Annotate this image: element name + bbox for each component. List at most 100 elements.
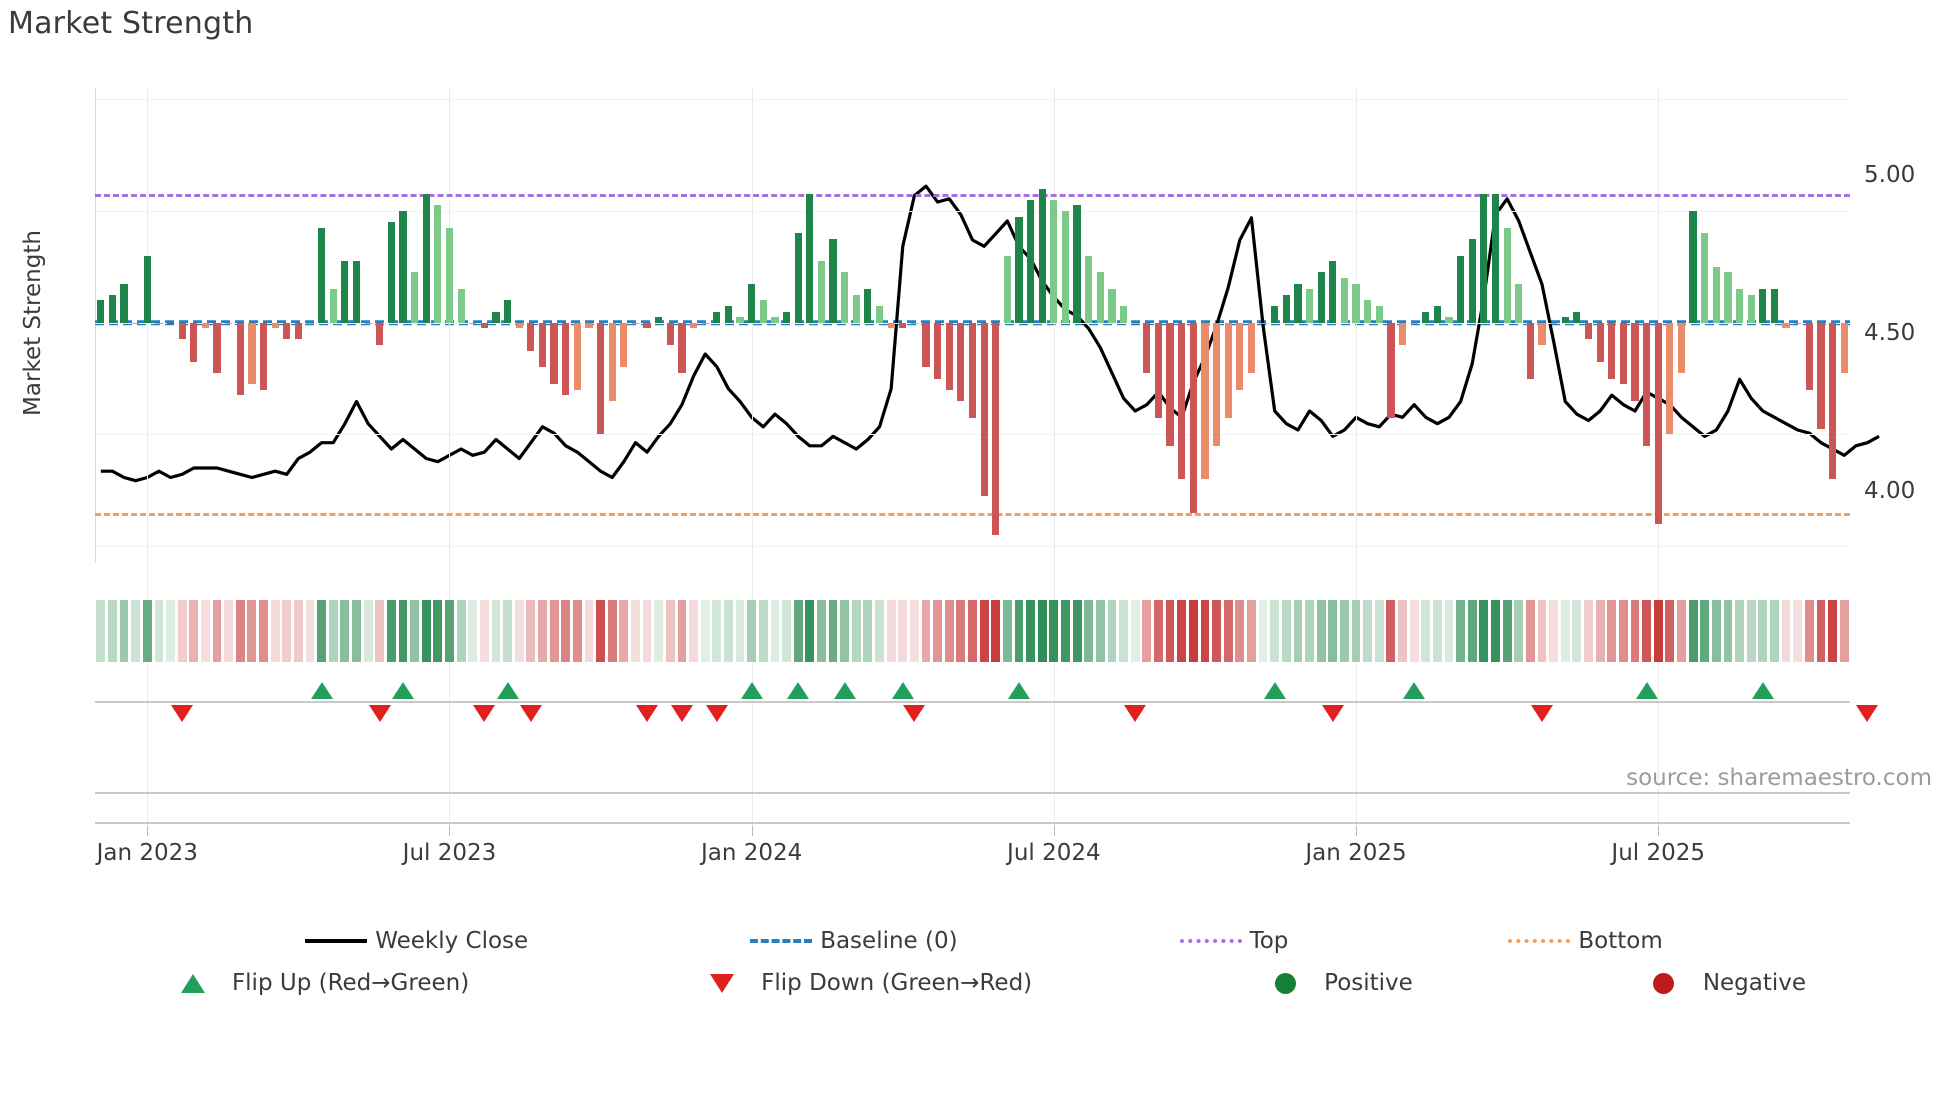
heat-strip-cell — [1665, 600, 1675, 662]
strength-bar — [515, 322, 523, 329]
heat-strip-cell — [1328, 600, 1338, 662]
strength-bar — [527, 322, 535, 351]
strength-bar — [748, 283, 756, 323]
heat-strip-cell — [166, 600, 175, 662]
strength-bar — [771, 317, 779, 323]
heat-strip-cell — [1386, 600, 1396, 662]
strength-bar — [875, 305, 884, 323]
strength-bar — [1445, 317, 1453, 323]
strength-bar — [1096, 272, 1104, 323]
strength-bar — [364, 322, 372, 325]
strength-bar — [225, 322, 233, 325]
heat-strip-cell — [805, 600, 815, 662]
legend-item[interactable]: Positive — [1246, 962, 1413, 1004]
heat-strip-cell — [561, 600, 571, 662]
heat-strip-cell — [549, 600, 559, 662]
source-note: source: sharemaestro.com — [1626, 765, 1932, 791]
heat-strip-cell — [1711, 600, 1721, 662]
heat-strip-cell — [1223, 600, 1233, 662]
strength-bar — [1294, 283, 1302, 323]
strength-bar — [864, 289, 872, 323]
heat-strip-cell — [1212, 600, 1221, 662]
strength-bar — [782, 311, 791, 323]
strength-bar — [945, 322, 953, 390]
strength-bar — [271, 322, 279, 329]
strength-bar — [422, 194, 430, 323]
x-axis-tick — [751, 826, 753, 836]
heat-strip-cell — [1491, 600, 1500, 662]
y-axis-spine — [95, 88, 96, 563]
heat-strip-cell — [631, 600, 640, 662]
gridline-horizontal — [95, 99, 1850, 101]
heat-strip-cell — [375, 600, 385, 662]
strength-bar — [655, 317, 663, 323]
spacer-panel — [95, 770, 1850, 826]
heat-strip-cell — [154, 600, 164, 662]
reference-line-bottom — [95, 512, 1850, 516]
legend-item[interactable]: Negative — [1625, 962, 1806, 1004]
secondary-y-axis-tick-label: 4.00 — [1864, 478, 1916, 505]
heat-strip-cell — [1177, 600, 1187, 662]
strength-bar — [1782, 322, 1790, 329]
legend-item[interactable]: Weekly Close — [297, 920, 528, 962]
strength-bar — [631, 322, 640, 325]
heat-strip-cell — [352, 600, 361, 662]
heat-strip-cell — [770, 600, 780, 662]
strength-bar — [1491, 194, 1500, 323]
strength-bar — [1375, 305, 1383, 323]
legend-item[interactable]: Baseline (0) — [742, 920, 958, 962]
strength-bar — [817, 261, 825, 323]
reference-line-top — [95, 194, 1850, 198]
heat-strip-cell — [1514, 600, 1524, 662]
heat-strip-cell — [1688, 600, 1698, 662]
heat-strip-cell — [1421, 600, 1431, 662]
heat-strip-cell — [96, 600, 106, 662]
legend-item-label: Flip Down (Green→Red) — [761, 970, 1033, 996]
strength-bar — [596, 322, 605, 435]
strength-bar — [1282, 294, 1290, 323]
legend-item[interactable]: Bottom — [1500, 920, 1663, 962]
heat-strip-cell — [1758, 600, 1768, 662]
strength-bar — [1317, 272, 1325, 323]
strength-bar — [445, 227, 454, 323]
gridline-horizontal — [95, 210, 1850, 212]
heat-strip-cell — [735, 600, 745, 662]
heat-strip-cell — [1119, 600, 1128, 662]
solid-line-key — [297, 939, 375, 943]
strength-bar — [1236, 322, 1244, 390]
heat-strip-cell — [665, 600, 675, 662]
legend-item[interactable]: Flip Up (Red→Green) — [154, 962, 469, 1004]
flip-down-marker — [903, 705, 926, 722]
strength-bar — [759, 300, 767, 323]
strength-bar — [411, 272, 419, 323]
strength-bar — [724, 305, 733, 323]
strength-bar — [1526, 322, 1534, 379]
strength-bar — [201, 322, 209, 329]
heat-strip-cell — [1816, 600, 1826, 662]
heat-strip-cell — [491, 600, 501, 662]
legend-item-label: Negative — [1702, 970, 1807, 996]
heat-strip-cell — [421, 600, 431, 662]
legend-item[interactable]: Top — [1172, 920, 1288, 962]
heat-strip-cell — [782, 600, 791, 662]
strength-bar — [1573, 311, 1581, 323]
strength-bar — [1050, 199, 1058, 323]
strength-bar — [1003, 255, 1011, 323]
strength-bar — [166, 322, 175, 325]
heat-strip-cell — [1456, 600, 1466, 662]
strength-bar — [1515, 283, 1523, 323]
heat-strip-cell — [1735, 600, 1744, 662]
heat-strip-cell — [677, 600, 687, 662]
strength-bar — [259, 322, 268, 390]
x-axis-tick-label: Jul 2024 — [1007, 840, 1101, 866]
legend-item[interactable]: Flip Down (Green→Red) — [683, 962, 1032, 1004]
strength-bar — [910, 322, 918, 325]
heat-strip-cell — [724, 600, 733, 662]
heat-strip-cell — [1828, 600, 1837, 662]
strength-bar — [1259, 322, 1267, 325]
heat-strip-cell — [433, 600, 443, 662]
flip-up-marker — [496, 682, 519, 699]
strength-bar — [1654, 322, 1662, 524]
heat-strip-cell — [968, 600, 977, 662]
